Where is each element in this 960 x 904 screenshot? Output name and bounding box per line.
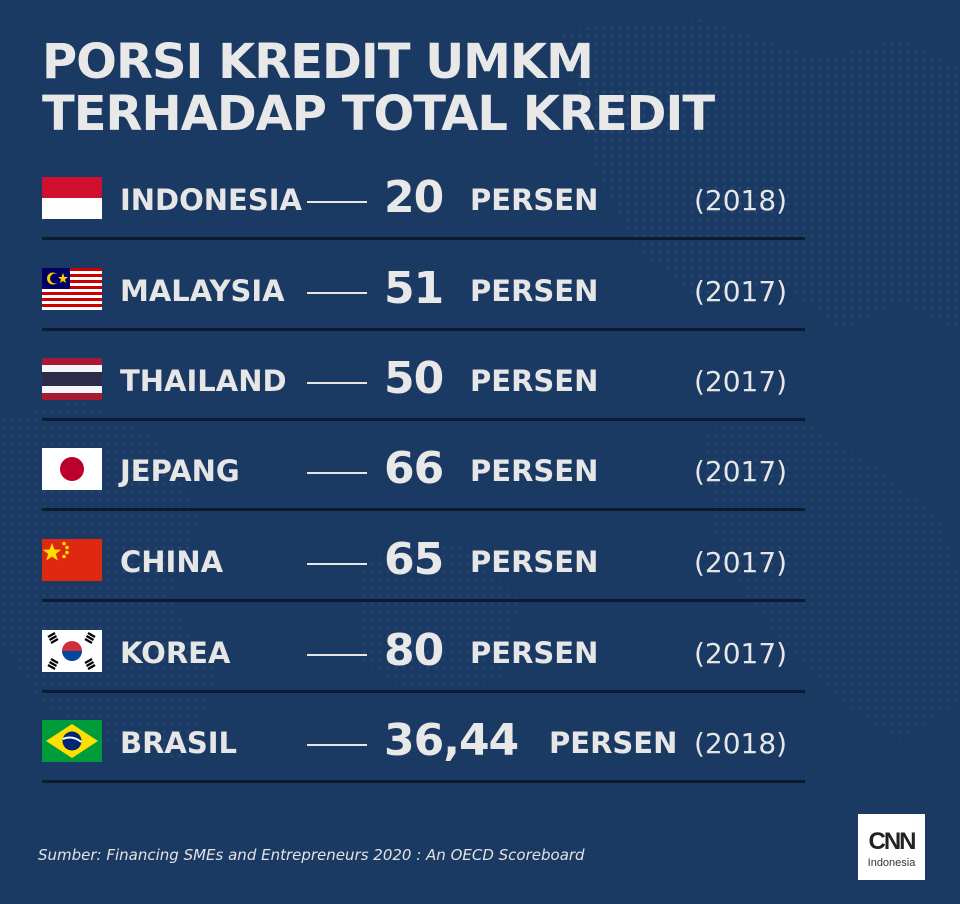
dash-divider	[307, 744, 367, 746]
dash-divider	[307, 563, 367, 565]
country-label: INDONESIA	[120, 183, 302, 217]
indonesia-flag	[42, 177, 102, 219]
title-line-2: TERHADAP TOTAL KREDIT	[42, 86, 715, 142]
malaysia-flag	[42, 268, 102, 310]
value-label: 65	[384, 534, 444, 585]
thailand-flag	[42, 358, 102, 400]
chart-title: PORSI KREDIT UMKM TERHADAP TOTAL KREDIT	[42, 34, 715, 142]
table-row: MALAYSIA 51 PERSEN (2017)	[0, 251, 960, 341]
source-note: Sumber: Financing SMEs and Entrepreneurs…	[38, 846, 585, 864]
table-row: KOREA 80 PERSEN (2017)	[0, 613, 960, 703]
dash-divider	[307, 201, 367, 203]
table-row: JEPANG 66 PERSEN (2017)	[0, 431, 960, 521]
country-label: JEPANG	[120, 454, 240, 488]
value-label: 80	[384, 625, 444, 676]
dash-divider	[307, 292, 367, 294]
china-flag	[42, 539, 102, 581]
value-label: 51	[384, 263, 444, 314]
value-label: 20	[384, 172, 444, 223]
unit-label: PERSEN	[470, 454, 599, 488]
row-separator	[42, 690, 805, 693]
year-label: (2017)	[694, 365, 788, 398]
country-label: CHINA	[120, 545, 224, 579]
country-label: KOREA	[120, 636, 231, 670]
japan-flag	[42, 448, 102, 490]
row-separator	[42, 508, 805, 511]
table-row: INDONESIA 20 PERSEN (2018)	[0, 160, 960, 250]
value-label: 36,44	[384, 715, 519, 766]
unit-label: PERSEN	[470, 183, 599, 217]
cnn-indonesia-logo: CNN Indonesia	[858, 814, 925, 880]
year-label: (2018)	[694, 727, 788, 760]
country-label: THAILAND	[120, 364, 287, 398]
unit-label: PERSEN	[470, 636, 599, 670]
row-separator	[42, 328, 805, 331]
row-separator	[42, 418, 805, 421]
table-row: THAILAND 50 PERSEN (2017)	[0, 341, 960, 431]
country-label: BRASIL	[120, 726, 238, 760]
row-separator	[42, 599, 805, 602]
table-row: BRASIL 36,44 PERSEN (2018)	[0, 703, 960, 793]
value-label: 66	[384, 443, 444, 494]
unit-label: PERSEN	[470, 545, 599, 579]
brazil-flag	[42, 720, 102, 762]
year-label: (2017)	[694, 275, 788, 308]
year-label: (2017)	[694, 546, 788, 579]
year-label: (2017)	[694, 637, 788, 670]
year-label: (2017)	[694, 455, 788, 488]
unit-label: PERSEN	[470, 364, 599, 398]
dash-divider	[307, 654, 367, 656]
dash-divider	[307, 472, 367, 474]
korea-flag	[42, 630, 102, 672]
value-label: 50	[384, 353, 444, 404]
country-label: MALAYSIA	[120, 274, 285, 308]
dash-divider	[307, 382, 367, 384]
year-label: (2018)	[694, 184, 788, 217]
title-line-1: PORSI KREDIT UMKM	[42, 34, 594, 90]
logo-subtitle: Indonesia	[867, 857, 916, 869]
logo-mark: CNN	[868, 828, 917, 855]
row-separator	[42, 237, 805, 240]
table-row: CHINA 65 PERSEN (2017)	[0, 522, 960, 612]
row-separator	[42, 780, 805, 783]
unit-label: PERSEN	[549, 726, 678, 760]
unit-label: PERSEN	[470, 274, 599, 308]
